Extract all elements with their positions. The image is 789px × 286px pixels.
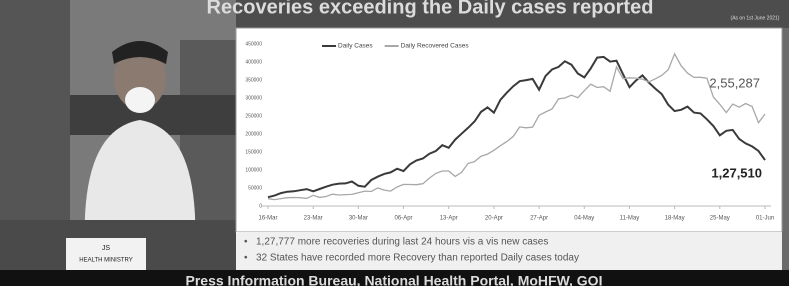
nameplate-text: HEALTH MINISTRY	[79, 258, 132, 264]
y-tick-label: 250000	[245, 113, 262, 119]
bullet-text: 32 States have recorded more Recovery th…	[256, 253, 579, 264]
x-tick-label: 11-May	[620, 216, 640, 222]
value-label: 2,55,287	[709, 76, 760, 91]
nameplate	[66, 238, 146, 270]
wall-panel	[0, 0, 70, 220]
x-tick-label: 20-Apr	[485, 216, 503, 222]
chart-panel	[236, 28, 782, 232]
x-tick-label: 16-Mar	[258, 216, 277, 222]
x-tick-label: 23-Mar	[304, 216, 323, 222]
y-tick-label: 0	[259, 203, 262, 209]
x-tick-label: 27-Apr	[530, 216, 548, 222]
x-tick-label: 04-May	[574, 216, 594, 222]
y-tick-label: 150000	[245, 149, 262, 155]
y-tick-label: 100000	[245, 167, 262, 173]
y-tick-label: 450000	[245, 41, 262, 47]
y-tick-label: 350000	[245, 77, 262, 83]
x-tick-label: 25-May	[710, 216, 730, 222]
bullet-marker: •	[244, 237, 248, 248]
x-tick-label: 01-Jun	[756, 216, 774, 222]
x-tick-label: 18-May	[665, 216, 685, 222]
face-mask	[125, 87, 155, 113]
bullet-marker: •	[244, 253, 248, 264]
legend-label: Daily Recovered Cases	[401, 43, 470, 50]
y-tick-label: 50000	[248, 185, 262, 191]
ticker-text: Press Information Bureau, National Healt…	[186, 273, 603, 286]
bullet-text: 1,27,777 more recoveries during last 24 …	[256, 237, 548, 248]
slide-note: (As on 1st June 2021)	[731, 15, 780, 21]
x-tick-label: 13-Apr	[440, 216, 458, 222]
value-label: 1,27,510	[711, 166, 762, 181]
y-tick-label: 300000	[245, 95, 262, 101]
y-tick-label: 400000	[245, 59, 262, 65]
nameplate-text: JS	[102, 245, 111, 252]
x-tick-label: 06-Apr	[395, 216, 413, 222]
legend-label: Daily Cases	[338, 43, 373, 50]
y-tick-label: 200000	[245, 131, 262, 137]
x-tick-label: 30-Mar	[349, 216, 368, 222]
screen: JS HEALTH MINISTRY Recoveries exceeding …	[0, 0, 789, 286]
slide-title: Recoveries exceeding the Daily cases rep…	[207, 0, 654, 18]
